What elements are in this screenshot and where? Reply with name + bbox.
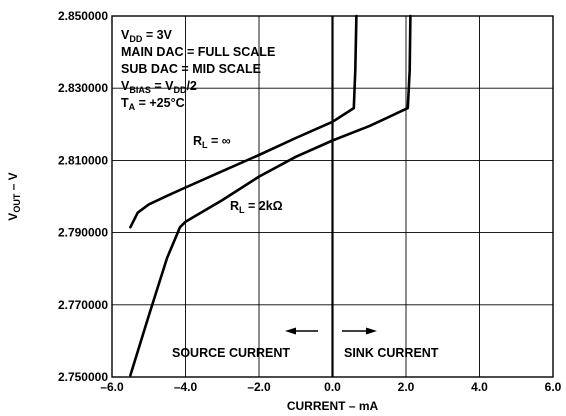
y-tick-label: 2.790000 bbox=[58, 226, 108, 240]
y-tick-label: 2.750000 bbox=[58, 370, 108, 384]
left-arrow-icon bbox=[285, 327, 318, 335]
y-tick-labels: 2.750000 2.770000 2.790000 2.810000 2.830000… bbox=[58, 9, 108, 384]
x-tick-label: 2.0 bbox=[398, 380, 415, 394]
y-axis-label-suffix: – V bbox=[6, 172, 20, 193]
x-tick-labels: –6.0 –4.0 –2.0 0.0 2.0 4.0 6.0 bbox=[100, 380, 561, 394]
right-arrow-icon bbox=[342, 327, 377, 335]
series-layer bbox=[129, 14, 412, 377]
x-tick-label: –6.0 bbox=[100, 380, 124, 394]
sink-current-label: SINK CURRENT bbox=[344, 346, 439, 360]
series-line-rl-2kohm bbox=[129, 14, 412, 377]
source-current-label: SOURCE CURRENT bbox=[172, 346, 290, 360]
condition-main-dac: MAIN DAC = FULL SCALE bbox=[121, 45, 275, 59]
y-axis-label-sub: OUT bbox=[12, 193, 22, 213]
y-tick-label: 2.770000 bbox=[58, 298, 108, 312]
x-tick-label: 0.0 bbox=[324, 380, 341, 394]
condition-vdd: VDD = 3V bbox=[121, 28, 173, 44]
y-tick-label: 2.830000 bbox=[58, 81, 108, 95]
condition-sub-dac: SUB DAC = MID SCALE bbox=[121, 62, 261, 76]
y-tick-label: 2.810000 bbox=[58, 153, 108, 167]
y-axis-label-main: V bbox=[6, 213, 20, 221]
series-line-rl-infinity bbox=[129, 14, 358, 229]
label-rl-2kohm: RL = 2kΩ bbox=[230, 199, 283, 215]
y-axis-label: VOUT – V bbox=[6, 172, 22, 220]
x-axis-label: CURRENT – mA bbox=[287, 399, 379, 413]
conditions-annotation: VDD = 3V MAIN DAC = FULL SCALE SUB DAC =… bbox=[121, 28, 275, 112]
label-rl-infinity: RL = ∞ bbox=[193, 134, 231, 150]
x-tick-label: –4.0 bbox=[174, 380, 198, 394]
x-tick-label: 4.0 bbox=[471, 380, 488, 394]
condition-ta: TA = +25°C bbox=[121, 96, 185, 112]
condition-vbias: VBIAS = VDD/2 bbox=[121, 79, 197, 95]
x-tick-label: 6.0 bbox=[545, 380, 562, 394]
x-tick-label: –2.0 bbox=[247, 380, 271, 394]
y-tick-label: 2.850000 bbox=[58, 9, 108, 23]
